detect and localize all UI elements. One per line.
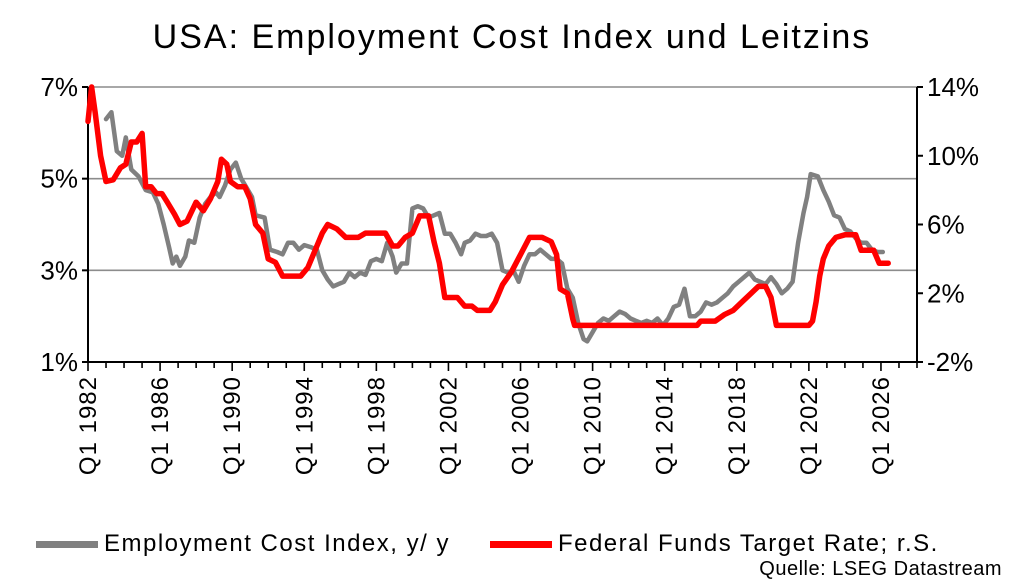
y-right-tick-label-2: 6% [927, 210, 965, 240]
x-tick-label-9: Q1 2018 [724, 376, 751, 475]
y-left-tick-label-0: 1% [40, 347, 78, 377]
series-line-0 [103, 109, 886, 344]
series-layer [85, 84, 891, 344]
legend: Employment Cost Index, y/ y Federal Fund… [36, 528, 979, 560]
legend-swatch-fed-funds [489, 540, 552, 548]
x-tick-label-1: Q1 1986 [147, 376, 174, 475]
x-tick-label-7: Q1 2010 [580, 376, 607, 475]
x-tick-label-4: Q1 1998 [363, 376, 390, 475]
x-tick-label-10: Q1 2022 [796, 376, 823, 475]
y-left-tick-label-1: 3% [40, 255, 78, 285]
legend-label-eci: Employment Cost Index, y/ y [104, 530, 450, 557]
x-tick-label-5: Q1 2002 [435, 376, 462, 475]
x-tick-label-6: Q1 2006 [508, 376, 535, 475]
y-right-tick-label-0: -2% [927, 347, 973, 377]
y-right-tick-label-4: 14% [927, 72, 979, 102]
legend-item-fed-funds: Federal Funds Target Rate; r.S. [489, 530, 939, 558]
x-tick-label-2: Q1 1990 [219, 376, 246, 475]
series-line-1 [85, 84, 891, 329]
y-left-tick-label-3: 7% [40, 72, 78, 102]
y-right-tick-label-1: 2% [927, 278, 965, 308]
x-tick-label-0: Q1 1982 [75, 376, 102, 475]
grid-layer [88, 86, 917, 272]
x-tick-label-8: Q1 2014 [652, 376, 679, 475]
label-layer: 1% 3% 5% 7% -2% 2% 6% 10% 14% Q1 1982 Q1 1986 Q1 19… [40, 72, 979, 475]
x-tick-label-11: Q1 2026 [868, 376, 895, 475]
legend-label-fed-funds: Federal Funds Target Rate; r.S. [557, 530, 939, 557]
y-left-tick-label-2: 5% [40, 164, 78, 194]
x-tick-label-3: Q1 1994 [291, 376, 318, 475]
legend-swatch-eci [36, 540, 98, 548]
chart-title: USA: Employment Cost Index und Leitzins [152, 18, 872, 56]
source-note: Quelle: LSEG Datastream [759, 558, 1002, 580]
legend-item-eci: Employment Cost Index, y/ y [36, 530, 450, 558]
y-right-tick-label-3: 10% [927, 141, 979, 171]
axes-layer [82, 86, 923, 371]
